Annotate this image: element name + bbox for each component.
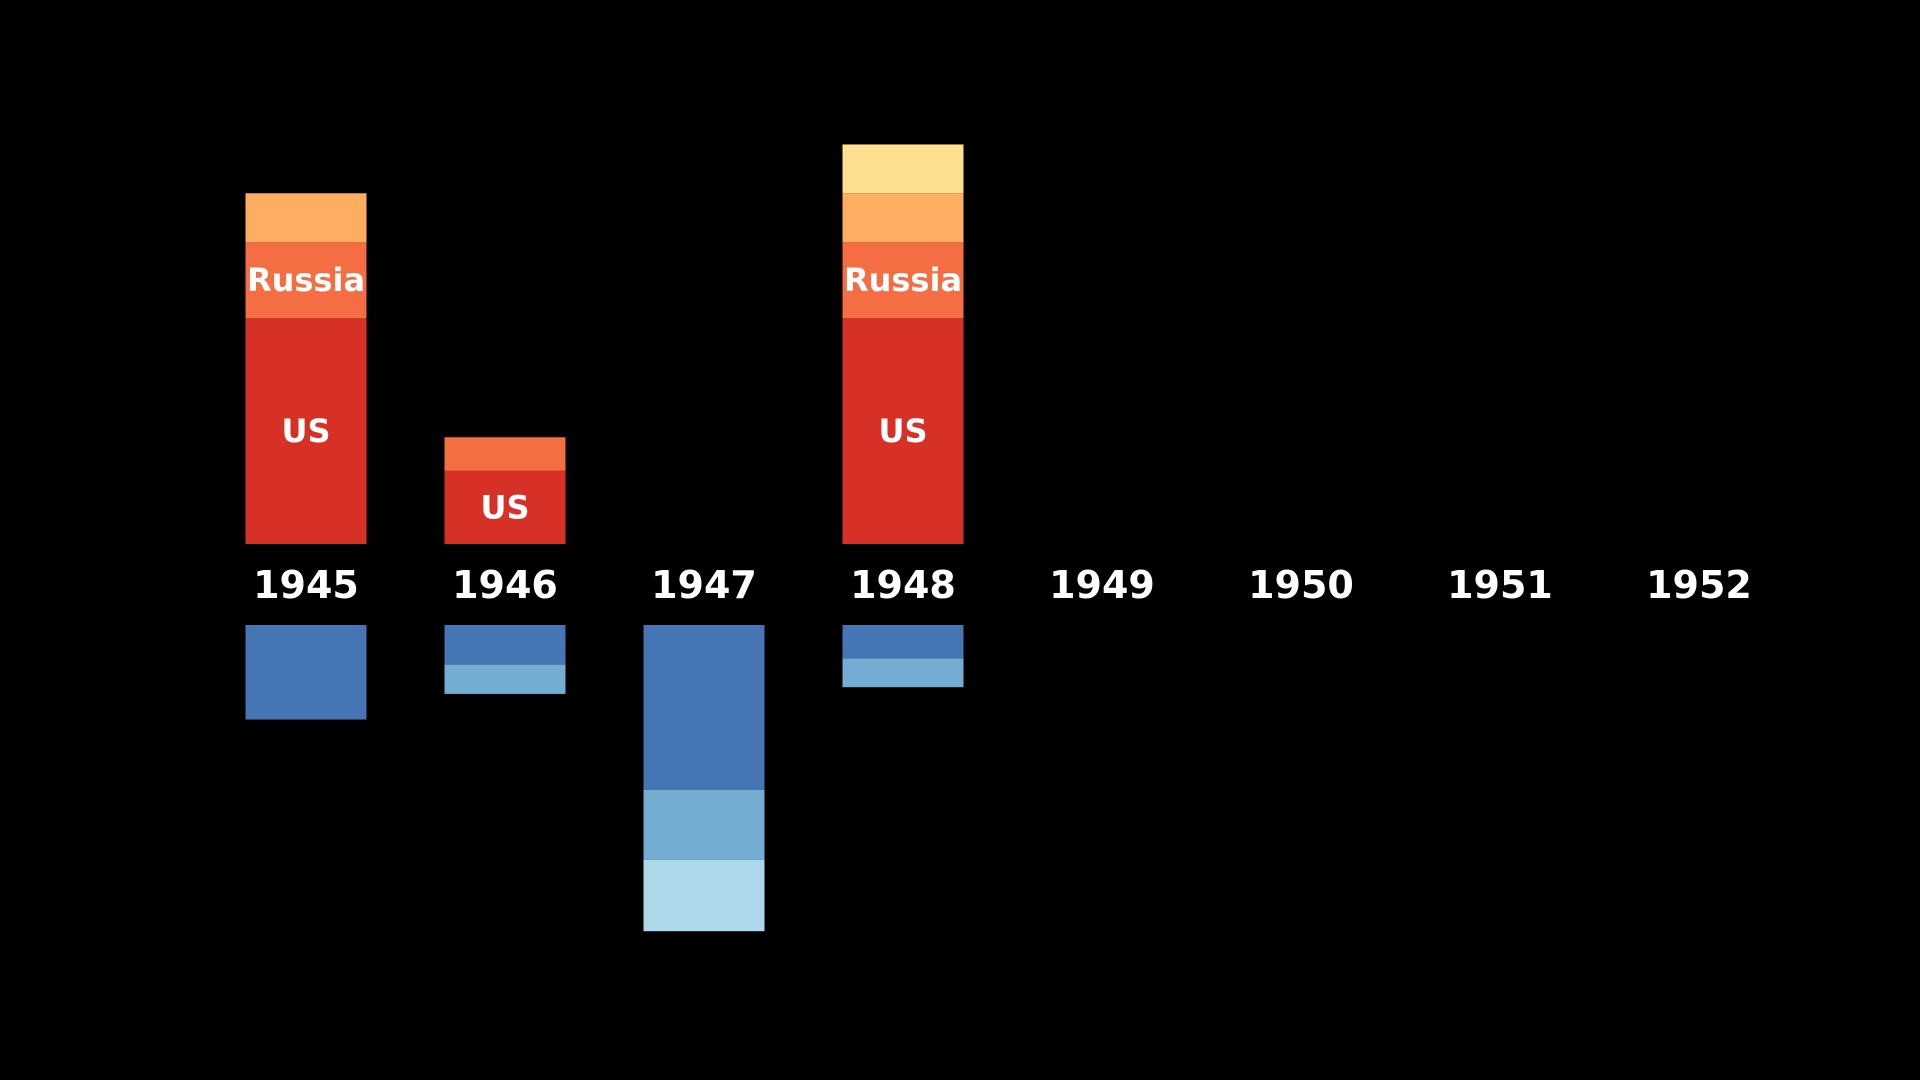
year-label-1946: 1946 (452, 563, 558, 607)
year-label-1951: 1951 (1447, 563, 1553, 607)
bar-1946-warm2 (444, 437, 566, 471)
bars-above-group (245, 144, 964, 544)
year-label-1949: 1949 (1049, 563, 1155, 607)
segment-labels-group: US Russia US US Russia (247, 261, 962, 526)
bar-1946-cool2 (444, 664, 566, 694)
year-labels-group: 1945 1946 1947 1948 1949 1950 1951 1952 (253, 563, 1752, 607)
segment-label-1948-warm2: Russia (844, 261, 962, 299)
bar-1948-warm4 (842, 144, 964, 194)
year-label-1952: 1952 (1646, 563, 1752, 607)
bar-1946-warm1 (444, 470, 566, 544)
bar-1947-cool2 (643, 789, 765, 860)
bar-1945-warm3 (245, 193, 367, 243)
year-label-1948: 1948 (850, 563, 956, 607)
segment-label-1948-warm1: US (878, 412, 927, 450)
bar-1947-cool3 (643, 859, 765, 932)
segment-label-1946-warm1: US (480, 488, 529, 526)
bar-1948-cool1 (842, 625, 964, 659)
year-label-1950: 1950 (1248, 563, 1354, 607)
bar-1945-warm1 (245, 318, 367, 544)
segment-label-1945-warm1: US (281, 412, 330, 450)
bar-1948-warm3 (842, 193, 964, 243)
bars-below-group (245, 625, 964, 932)
year-label-1945: 1945 (253, 563, 359, 607)
bar-1948-warm2 (842, 242, 964, 319)
bar-1948-warm1 (842, 318, 964, 544)
bar-1948-cool2 (842, 658, 964, 688)
bar-1946-cool1 (444, 625, 566, 665)
bar-1945-warm2 (245, 242, 367, 319)
bar-1945-cool1 (245, 625, 367, 720)
bar-1947-cool1 (643, 625, 765, 790)
year-label-1947: 1947 (651, 563, 757, 607)
segment-label-1945-warm2: Russia (247, 261, 365, 299)
